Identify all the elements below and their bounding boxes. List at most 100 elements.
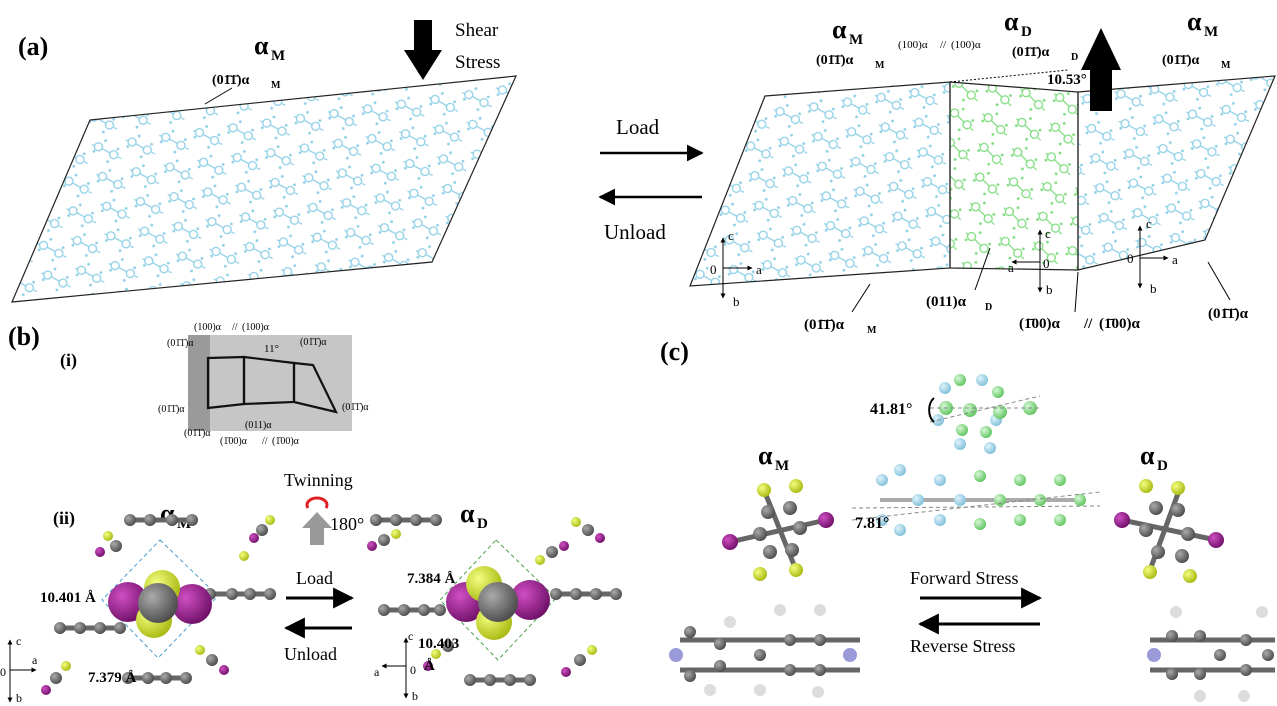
panel-a: (a) α M (01̄1̄)α M Shear Stress Load Unl… [11,7,1276,336]
label-alpha-m-right-2: α M [1187,7,1218,40]
bipyridine-molecule [54,622,126,634]
svg-text:c: c [1146,216,1152,231]
panel-b: (b) (i) 11° (100)α // (100)α (01̄1̄)α (01̄… [0,322,622,705]
overlay-ring-top [929,374,1041,454]
svg-text:α: α [1004,7,1019,36]
label-plane-011-right-top-2: (01̄1̄)α M [1162,53,1231,71]
distance-label-2: 7.379 Å [88,670,137,686]
svg-text:M: M [271,80,281,91]
svg-text:0: 0 [410,663,416,677]
svg-text:(100)α: (100)α [898,39,928,51]
svg-text:M: M [849,32,863,48]
leader-line [851,283,871,313]
svg-text:M: M [1221,60,1231,71]
svg-text:(1̄00)α: (1̄00)α [1099,316,1140,332]
svg-text:a: a [32,653,38,667]
shear-label-1: Shear [455,20,499,41]
svg-text:b: b [1150,281,1157,296]
svg-text:M: M [775,458,789,474]
svg-text:M: M [867,325,877,336]
leader-line [1207,261,1231,301]
diiodo-spacefill [446,566,550,640]
svg-text:b: b [733,294,740,309]
svg-text:(01̄1̄)α: (01̄1̄)α [1012,45,1050,60]
svg-text:α: α [1187,7,1202,36]
svg-text:(011)α: (011)α [245,420,272,431]
label-alpha-d-c: α D [1140,441,1168,474]
svg-text:M: M [1204,24,1218,40]
svg-text:D: D [477,516,488,532]
reverse-stress-label: Reverse Stress [910,636,1015,656]
svg-text:D: D [985,302,992,313]
panel-a-label: (a) [18,32,48,61]
bipyridine-m-bottom [669,604,860,698]
twinning-axis-arrow [302,512,332,545]
shear-stress-arrow-down [404,20,442,80]
crystal-alpha-m-right-left-part [689,81,951,287]
axes-triad-2: c a b 0 [1008,226,1053,297]
svg-text:(100)α: (100)α [194,322,222,333]
packing-alpha-d: 7.384 Å 10.403 Å [367,514,622,686]
axes-triad-b2: c a b 0 [374,629,418,703]
svg-text:(01̄1̄)α: (01̄1̄)α [212,73,250,88]
crystal-alpha-d-twin [949,81,1079,271]
label-plane-011-bottom-right: (01̄1̄)α [1208,306,1249,322]
load-label-b: Load [296,568,333,588]
panel-b-ii-label: (ii) [53,508,75,529]
label-alpha-m-c: α M [758,441,789,474]
overlay-bipyridine-middle [851,464,1101,536]
label-plane-011-top-left: (01̄1̄)α M [212,73,281,91]
svg-text:α: α [758,441,773,470]
label-plane-m100: (1̄00)α // (1̄00)α [1019,316,1140,332]
svg-text://: // [1083,316,1093,332]
unload-label-b: Unload [284,644,337,664]
svg-text:α: α [832,15,847,44]
svg-text:α: α [1140,441,1155,470]
diiodo-molecule-m [722,479,834,581]
panel-b-i-label: (i) [60,350,77,371]
packing-alpha-m: 10.401 Å 7.379 Å [40,514,276,695]
svg-text:c: c [1045,226,1051,241]
svg-text://: // [940,39,947,51]
unload-label-a: Unload [604,220,666,244]
angle-label-a: 10.53° [1047,72,1087,88]
svg-text:0: 0 [1127,251,1134,266]
bipyridine-molecule [204,588,276,600]
crystal-alpha-m-left [11,75,517,303]
rotation-angle-label: 180° [330,514,364,534]
svg-text:α: α [254,31,269,60]
svg-text:(01̄1̄)α: (01̄1̄)α [804,317,845,333]
svg-text:c: c [408,629,413,643]
svg-text:b: b [412,689,418,703]
svg-text:a: a [1008,260,1014,275]
svg-text:D: D [1071,52,1078,63]
label-plane-011-bottom-left: (01̄1̄)α M [804,317,877,336]
svg-text:(01̄1̄)α: (01̄1̄)α [1208,306,1249,322]
crystal-micrograph [188,335,352,431]
axes-triad-3: c a b 0 [1127,216,1178,296]
svg-text:a: a [374,665,380,679]
bipyridine-d-bottom [1147,606,1275,702]
svg-text:(01̄1̄)α: (01̄1̄)α [300,337,327,348]
label-alpha-m-right-1: α M [832,15,863,48]
small-molecule [41,515,275,695]
bipyridine-molecule [122,672,192,684]
svg-text:(01̄1̄)α: (01̄1̄)α [816,53,854,68]
svg-text:a: a [1172,252,1178,267]
svg-text:b: b [16,691,22,705]
svg-text:M: M [271,48,285,64]
forward-stress-label: Forward Stress [910,568,1019,588]
label-plane-011-right-top-1: (01̄1̄)α M [816,53,885,71]
bipyridine-molecule [464,674,536,686]
label-alpha-d-right: α D [1004,7,1032,40]
distance-label-3: 7.384 Å [407,571,456,587]
angle-label-c1: 41.81° [870,401,912,418]
svg-text:0: 0 [0,665,6,679]
svg-text:(01̄1̄)α: (01̄1̄)α [342,402,369,413]
svg-text:M: M [875,60,885,71]
distance-label-1: 10.401 Å [40,590,96,606]
panel-b-label: (b) [8,322,40,351]
svg-text:a: a [756,262,762,277]
distance-unit-4: Å [424,658,435,674]
